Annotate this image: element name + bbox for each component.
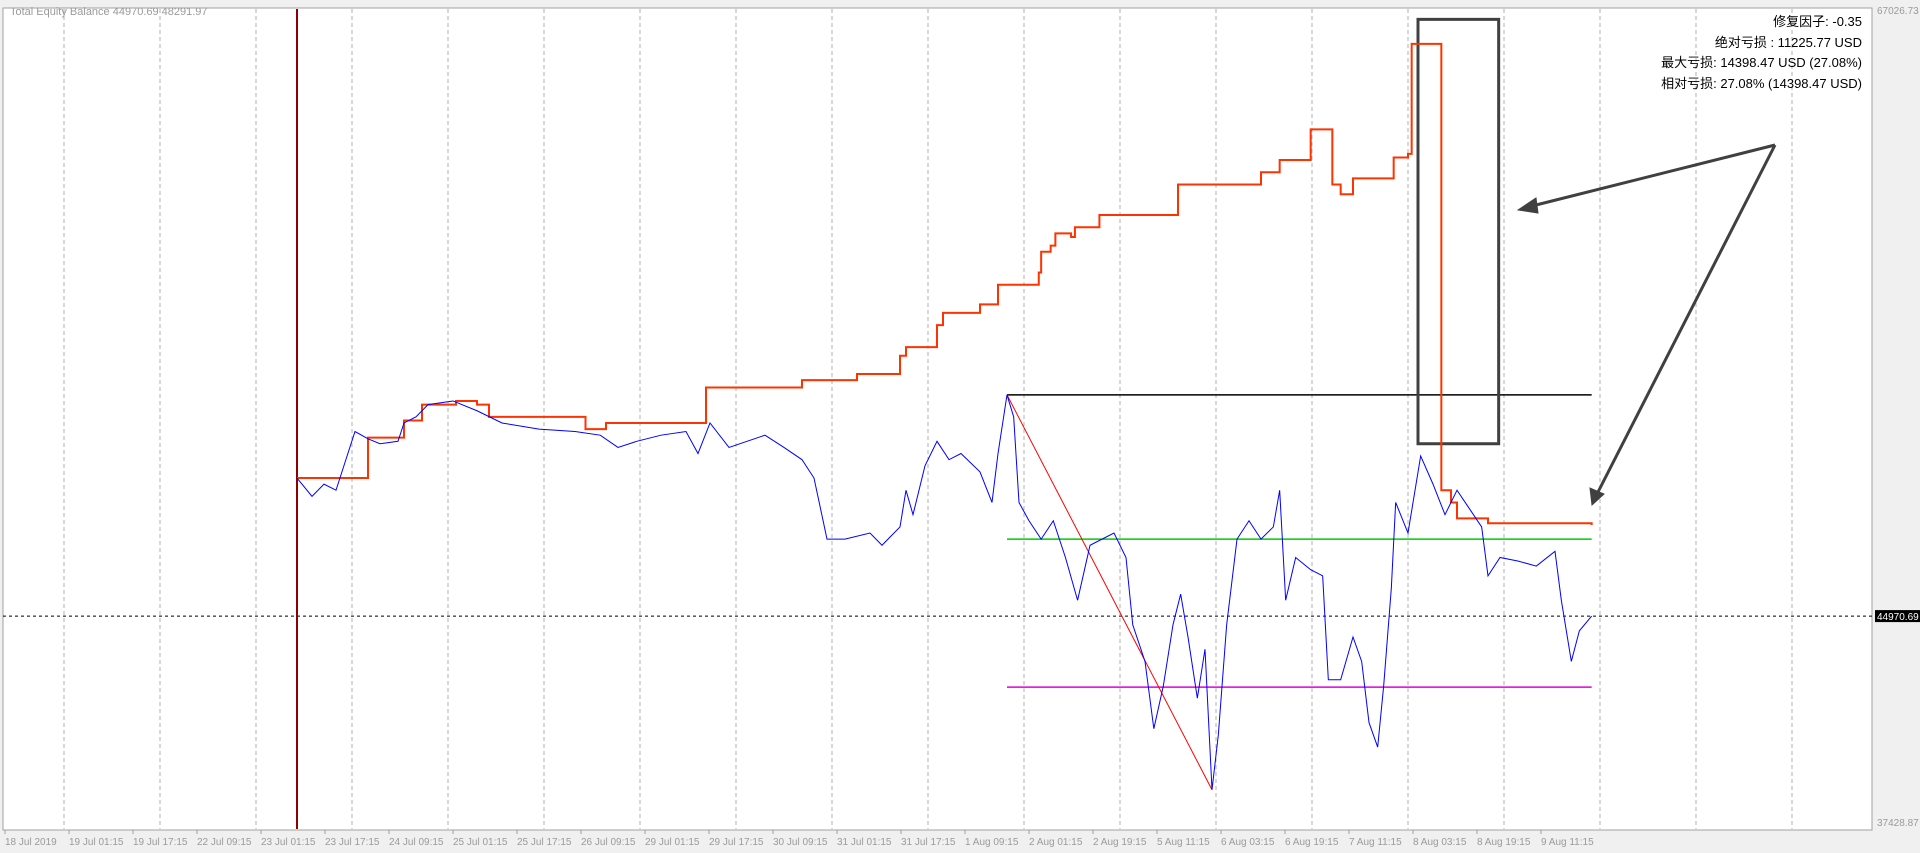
x-tick-label: 19 Jul 01:15 [69,837,124,848]
x-axis: 18 Jul 2019 19 Jul 01:15 19 Jul 17:15 22 Ju… [3,829,1872,848]
x-tick-label: 23 Jul 17:15 [325,837,380,848]
relative-drawdown: 相对亏损: 27.08% (14398.47 USD) [1661,75,1862,91]
x-tick-label: 25 Jul 17:15 [517,837,572,848]
x-tick-label: 8 Aug 03:15 [1413,837,1467,848]
absolute-drawdown: 绝对亏损 : 11225.77 USD [1714,34,1862,50]
x-tick-label: 6 Aug 03:15 [1221,837,1275,848]
x-tick-label: 25 Jul 01:15 [453,837,508,848]
x-tick-label: 6 Aug 19:15 [1285,837,1339,848]
current-value-label: 44970.69 [1877,612,1919,623]
x-tick-label: 1 Aug 09:15 [965,837,1019,848]
equity-line [296,394,1593,790]
recovery-factor: 修复因子: -0.35 [1773,14,1862,29]
y-axis-bottom-label: 37428.87 [1877,818,1919,829]
x-tick-label: 26 Jul 09:15 [581,837,636,848]
x-tick-label: 9 Aug 11:15 [1541,837,1594,848]
x-tick-label: 2 Aug 01:15 [1029,837,1083,848]
y-axis-top-label: 67026.73 [1877,6,1919,17]
x-tick-label: 29 Jul 01:15 [645,837,700,848]
x-tick-label: 8 Aug 19:15 [1477,837,1531,848]
x-tick-label: 5 Aug 11:15 [1157,837,1210,848]
arrow-head-icon [1589,487,1605,507]
x-tick-label: 18 Jul 2019 [5,837,57,848]
drawdown-trendline [1006,394,1213,791]
x-tick-label: 24 Jul 09:15 [389,837,444,848]
x-tick-label: 7 Aug 11:15 [1349,837,1402,848]
chart-title: Total Equity Balance 44970.69 48291.97 [10,6,208,18]
x-tick-label: 2 Aug 19:15 [1093,837,1147,848]
arrow-line-to-balance [1595,144,1777,495]
x-tick-label: 30 Jul 09:15 [773,837,828,848]
x-tick-label: 31 Jul 01:15 [837,837,892,848]
maximal-drawdown: 最大亏损: 14398.47 USD (27.08%) [1661,55,1862,70]
balance-line [297,42,1593,525]
arrow-head-icon [1516,197,1539,214]
y-axis: 67026.73 37428.87 44970.69 [1875,6,1920,829]
arrow-annotations [1516,143,1777,507]
highlight-rectangle [1416,17,1501,446]
x-tick-label: 19 Jul 17:15 [133,837,188,848]
x-tick-label: 29 Jul 17:15 [709,837,764,848]
arrow-line-to-rectangle [1527,143,1776,209]
chart-background [2,7,1873,831]
x-tick-label: 31 Jul 17:15 [901,837,956,848]
annotations [3,9,1872,829]
current-value-box [1875,610,1920,623]
x-tick-label: 23 Jul 01:15 [261,837,316,848]
series-layer [296,42,1593,790]
drawdown-info-panel: 修复因子: -0.35 绝对亏损 : 11225.77 USD 最大亏损: 14… [1661,12,1862,94]
x-tick-label: 22 Jul 09:15 [197,837,252,848]
grid [63,9,1793,829]
